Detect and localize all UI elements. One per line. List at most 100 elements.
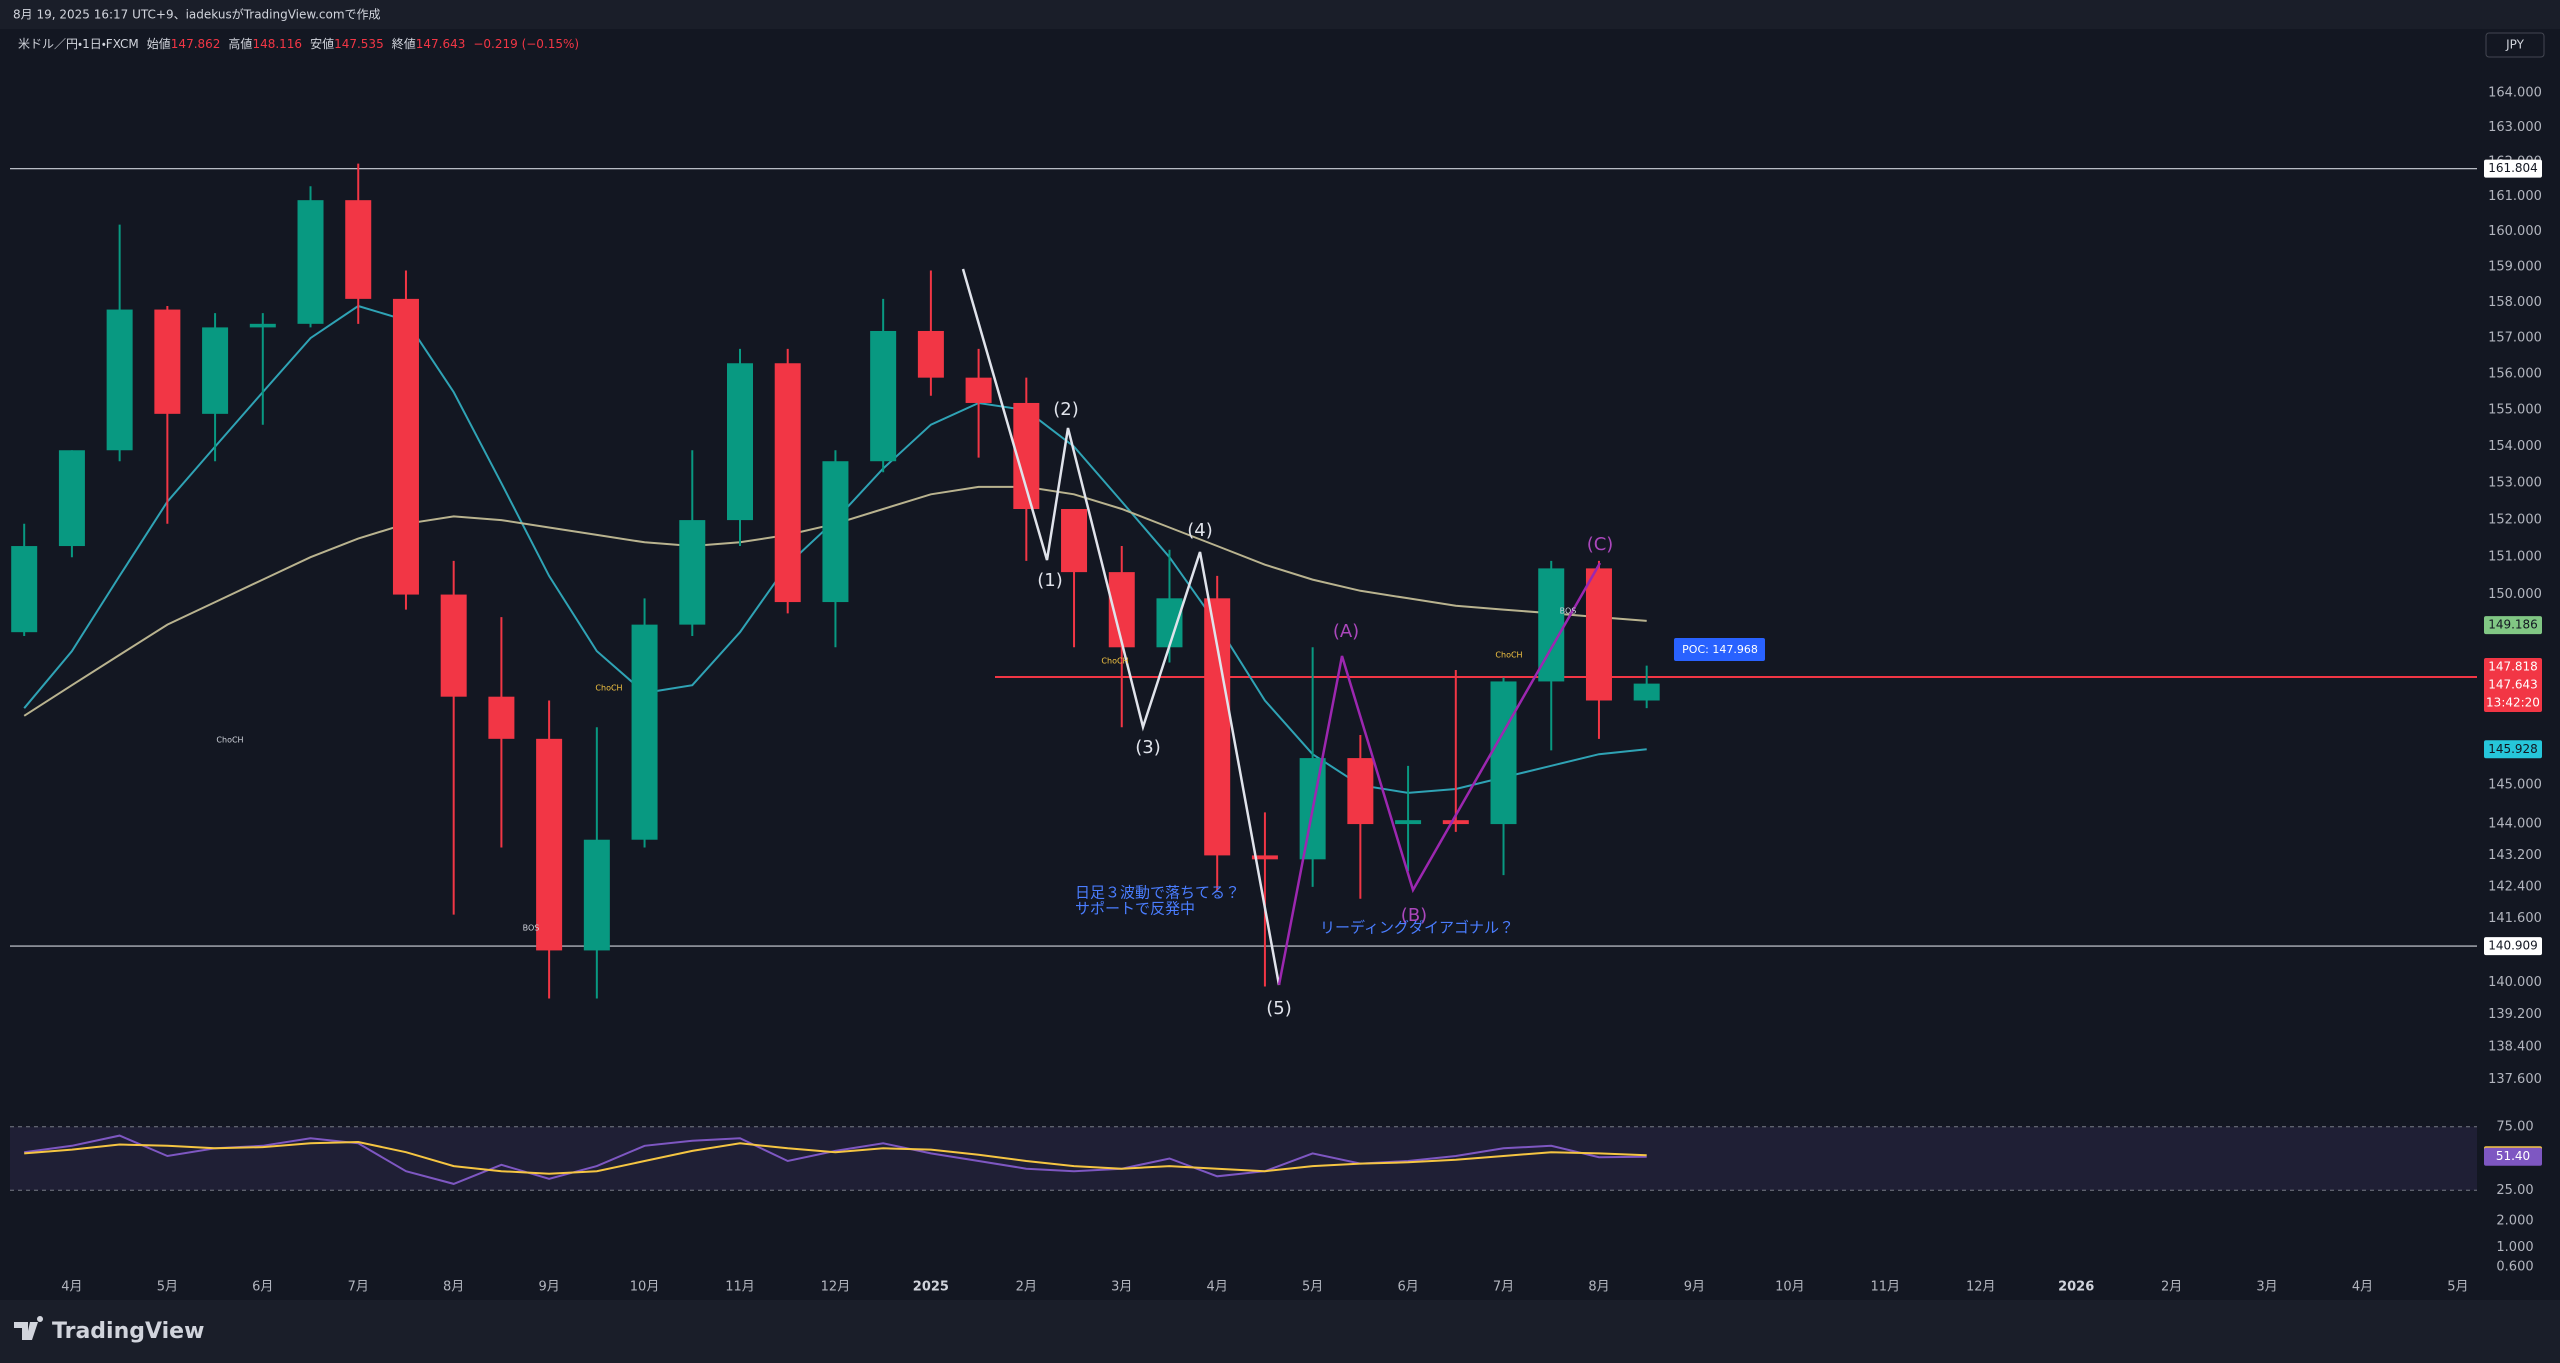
candle-body — [870, 330, 897, 462]
y-tick-label: 138.400 — [2488, 1040, 2542, 1055]
candle-body — [1442, 820, 1469, 825]
structure-label: ChoCH — [216, 736, 243, 745]
price-badge-label: 161.804 — [2488, 161, 2538, 175]
note: 日足３波動で落ちてる？ — [1075, 884, 1240, 902]
y-tick-label: 158.000 — [2488, 295, 2542, 310]
header-text: 8月 19, 2025 16:17 UTC+9、iadekusがTradingV… — [13, 7, 381, 22]
x-tick-label: 5月 — [157, 1280, 178, 1295]
brand-logo — [14, 1316, 44, 1340]
x-tick-label: 3月 — [2256, 1280, 2277, 1295]
candle-body — [297, 200, 324, 324]
x-tick-label: 2月 — [2161, 1280, 2182, 1295]
structure-label: BOS — [1560, 607, 1577, 616]
x-tick-label: 10月 — [1775, 1280, 1805, 1295]
wave-line — [1277, 562, 1602, 986]
y-tick-label: 137.600 — [2488, 1072, 2542, 1087]
y-tick-label: 1.000 — [2496, 1240, 2533, 1255]
candle-body — [249, 323, 276, 328]
x-tick-label: 3月 — [1111, 1280, 1132, 1295]
candle-body — [154, 309, 181, 414]
y-tick-label: 159.000 — [2488, 259, 2542, 274]
candle-body — [345, 200, 372, 299]
x-tick-label: 11月 — [725, 1280, 755, 1295]
note: リーディングダイアゴナル？ — [1320, 919, 1514, 937]
candle-body — [774, 363, 801, 603]
candle-body — [202, 327, 229, 414]
rsi-badge — [2484, 1147, 2542, 1166]
footer-bar — [0, 1300, 2560, 1363]
x-tick-label: 2026 — [2058, 1280, 2094, 1295]
y-tick-label: 144.000 — [2488, 817, 2542, 832]
note: サポートで反発中 — [1075, 900, 1195, 918]
y-tick-label: 143.200 — [2488, 848, 2542, 863]
currency: JPY — [2505, 38, 2525, 52]
poc-label: POC: 147.968 — [1682, 643, 1758, 656]
x-tick-label: 6月 — [252, 1280, 273, 1295]
legend: 米ドル／円・1日・FXCM 始値147.862 高値148.116 安値147.535… — [18, 36, 579, 51]
legend-item: 終値 — [392, 36, 416, 51]
legend-item: 147.535 — [334, 37, 384, 51]
y-tick-label: 141.600 — [2488, 911, 2542, 926]
legend-item: 始値 — [147, 36, 171, 51]
wave-label: (1) — [1037, 570, 1063, 591]
candle-body — [1061, 509, 1088, 573]
candle-body — [583, 839, 610, 951]
y-tick-label: 154.000 — [2488, 439, 2542, 454]
x-tick-label: 8月 — [443, 1280, 464, 1295]
structure-label: ChoCH — [595, 684, 622, 693]
y-tick-label: 25.00 — [2496, 1183, 2533, 1198]
y-tick-label: 142.400 — [2488, 879, 2542, 894]
price-badge — [2484, 159, 2542, 178]
candle-body — [1395, 820, 1422, 825]
x-tick-label: 6月 — [1397, 1280, 1418, 1295]
wave-label: (2) — [1053, 399, 1079, 420]
legend-item: 148.116 — [252, 37, 302, 51]
legend-item: 147.862 — [171, 37, 221, 51]
legend-item: −0.219 (−0.15%) — [473, 37, 579, 51]
x-tick-label: 9月 — [1684, 1280, 1705, 1295]
countdown: 13:42:20 — [2486, 695, 2540, 709]
candle-body — [440, 594, 467, 697]
y-tick-label: 140.000 — [2488, 975, 2542, 990]
y-tick-label: 163.000 — [2488, 120, 2542, 135]
wave-label: (4) — [1187, 520, 1213, 541]
legend-item: 安値 — [310, 36, 334, 51]
candle-body — [106, 309, 133, 451]
x-tick-label: 8月 — [1588, 1280, 1609, 1295]
x-tick-label: 2025 — [913, 1280, 949, 1295]
rsi-line — [24, 1140, 1647, 1175]
y-tick-label: 150.000 — [2488, 587, 2542, 602]
price-badge — [2484, 740, 2542, 759]
candle-body — [1490, 681, 1517, 825]
candle-body — [1251, 855, 1278, 860]
y-tick-label: 164.000 — [2488, 85, 2542, 100]
y-tick-label: 155.000 — [2488, 403, 2542, 418]
candle-body — [822, 461, 849, 603]
x-tick-label: 9月 — [538, 1280, 559, 1295]
legend-item: 米ドル／円・1日・FXCM — [18, 37, 139, 51]
wave-label: (B) — [1401, 905, 1427, 926]
y-tick-label: 139.200 — [2488, 1007, 2542, 1022]
candle-body — [631, 624, 658, 840]
x-tick-label: 5月 — [1302, 1280, 1323, 1295]
y-tick-label: 153.000 — [2488, 476, 2542, 491]
legend-item: 147.643 — [416, 37, 466, 51]
price-badge — [2484, 616, 2542, 635]
candle-body — [1347, 758, 1374, 825]
x-tick-label: 4月 — [61, 1280, 82, 1295]
y-tick-label: 151.000 — [2488, 550, 2542, 565]
candle-body — [727, 363, 753, 521]
x-tick-label: 12月 — [821, 1280, 851, 1295]
candle-body — [917, 330, 944, 378]
candle-body — [488, 696, 515, 739]
rsi-badge-label: 51.40 — [2496, 1149, 2530, 1163]
price-badge-label: 145.928 — [2488, 742, 2538, 756]
y-tick-label: 161.000 — [2488, 189, 2542, 204]
candle-body — [536, 738, 563, 951]
x-tick-label: 7月 — [1493, 1280, 1514, 1295]
y-tick-label: 160.000 — [2488, 224, 2542, 239]
last-price-block — [2484, 657, 2542, 712]
brand: TradingView — [52, 1319, 204, 1344]
x-tick-label: 12月 — [1966, 1280, 1996, 1295]
